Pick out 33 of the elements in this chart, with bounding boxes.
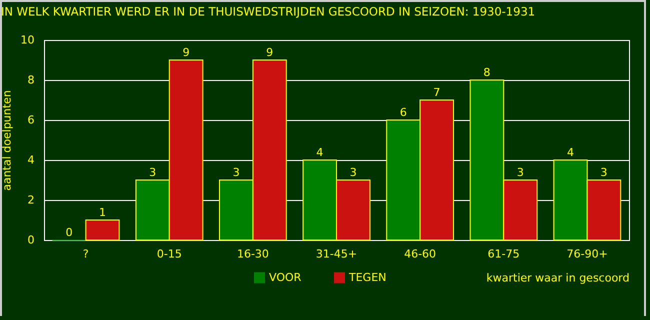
y-axis-title: aantal doelpunten: [0, 90, 14, 191]
data-label: 6: [400, 106, 407, 119]
y-tick-label: 0: [28, 234, 34, 246]
y-tick-label: 2: [28, 194, 34, 206]
data-label: 4: [567, 146, 574, 159]
data-label: 9: [182, 46, 190, 59]
data-label: 0: [66, 226, 73, 239]
y-tick-label: 4: [28, 154, 34, 166]
data-label: 3: [516, 166, 524, 179]
x-tick-label: 61-75: [488, 248, 520, 260]
data-label: 3: [149, 166, 156, 179]
y-tick-label: 6: [28, 114, 34, 126]
data-label: 7: [433, 86, 440, 99]
legend-label: TEGEN: [348, 270, 386, 284]
data-label: 3: [350, 166, 357, 179]
data-label: 4: [316, 146, 324, 159]
x-tick-label: ?: [82, 248, 89, 260]
y-tick-label: 10: [20, 34, 34, 46]
data-label: 3: [600, 166, 608, 179]
x-tick-label: 76-90+: [566, 248, 608, 260]
x-tick-label: 31-45+: [316, 248, 358, 260]
x-tick-label: 16-30: [236, 248, 269, 260]
x-axis-title: kwartier waar in gescoord: [486, 272, 630, 284]
legend-label: VOOR: [269, 270, 302, 284]
x-tick-label: 46-60: [404, 248, 436, 260]
data-label: 1: [99, 206, 106, 219]
data-label: 3: [232, 166, 240, 179]
chart-title: IN WELK KWARTIER WERD ER IN DE THUISWEDSTRIJDEN GESCOORD IN SEIZOEN: 1930-1931: [1, 4, 536, 18]
data-label: 9: [266, 46, 274, 59]
x-tick-label: 0-15: [156, 248, 182, 260]
bar: [85, 220, 120, 240]
y-tick-label: 8: [28, 74, 34, 86]
data-label: 8: [483, 66, 490, 79]
